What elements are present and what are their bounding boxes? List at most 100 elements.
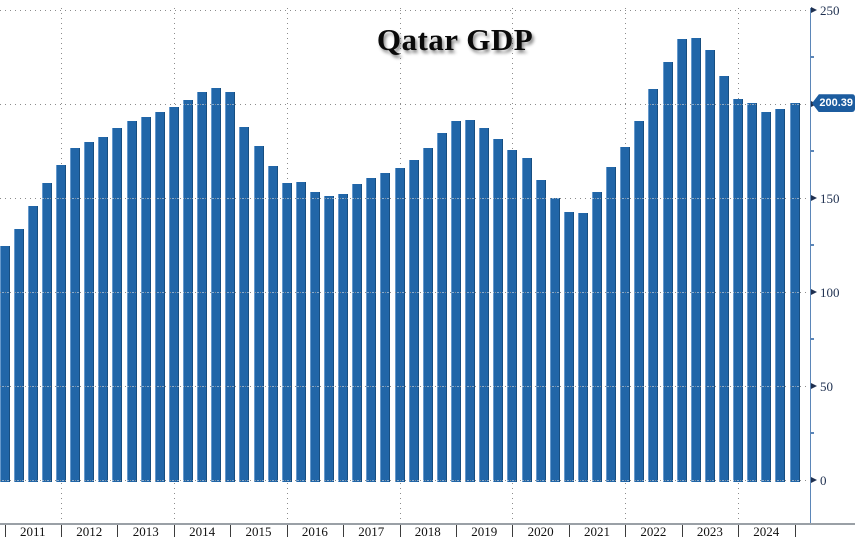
bar bbox=[239, 126, 250, 482]
bar bbox=[126, 120, 137, 482]
bar bbox=[380, 173, 391, 482]
year-tick bbox=[512, 525, 514, 537]
bar bbox=[620, 147, 631, 482]
bar bbox=[154, 111, 165, 482]
bar bbox=[112, 128, 123, 482]
bar bbox=[267, 166, 278, 482]
year-tick bbox=[4, 525, 6, 537]
bar bbox=[140, 117, 151, 482]
bar bbox=[521, 158, 532, 482]
bar bbox=[84, 142, 95, 482]
bar bbox=[366, 178, 377, 482]
year-tick bbox=[230, 525, 232, 537]
y-tick-label: 250 bbox=[820, 3, 840, 18]
year-tick bbox=[794, 525, 796, 537]
bar bbox=[70, 148, 81, 482]
bar bbox=[563, 212, 574, 482]
bar bbox=[451, 120, 461, 482]
bar bbox=[719, 76, 729, 482]
year-tick bbox=[343, 525, 345, 537]
h-gridline bbox=[0, 198, 810, 199]
year-tick bbox=[681, 525, 683, 537]
bar bbox=[13, 229, 24, 482]
bar bbox=[225, 92, 236, 482]
y-tick-label: 150 bbox=[820, 191, 840, 206]
bar bbox=[704, 50, 715, 482]
year-tick bbox=[286, 525, 288, 537]
last-value-badge: 200.39 bbox=[812, 94, 855, 113]
bar bbox=[690, 38, 701, 482]
year-tick bbox=[456, 525, 457, 537]
year-tick bbox=[568, 525, 570, 537]
y-tick-arrow-icon bbox=[811, 383, 817, 389]
bar bbox=[41, 182, 52, 482]
year-label: 2022 bbox=[640, 524, 667, 538]
bar bbox=[211, 87, 222, 482]
bar bbox=[761, 111, 772, 482]
bar bbox=[408, 160, 419, 482]
y-axis-line bbox=[810, 8, 811, 523]
bar bbox=[352, 184, 363, 482]
h-gridline bbox=[0, 386, 810, 387]
y-tick-label: 0 bbox=[820, 473, 827, 488]
y-tick-arrow-icon bbox=[811, 289, 817, 295]
year-label: 2020 bbox=[527, 524, 554, 538]
bar bbox=[98, 136, 109, 482]
h-gridline bbox=[0, 480, 810, 481]
year-label: 2018 bbox=[414, 524, 441, 538]
year-label: 2015 bbox=[245, 524, 272, 538]
bar bbox=[309, 191, 320, 482]
bar bbox=[493, 139, 504, 482]
bar bbox=[253, 145, 264, 482]
bar bbox=[168, 106, 179, 482]
year-label: 2012 bbox=[76, 524, 103, 538]
bar bbox=[295, 182, 306, 482]
bar bbox=[606, 167, 617, 482]
bar bbox=[338, 194, 349, 482]
y-minor-tick bbox=[810, 338, 814, 340]
bar bbox=[0, 245, 10, 482]
year-label: 2017 bbox=[358, 524, 385, 538]
year-tick bbox=[61, 525, 62, 537]
year-tick bbox=[117, 525, 119, 537]
y-tick-arrow-icon bbox=[811, 195, 817, 201]
year-tick bbox=[173, 525, 175, 537]
bar bbox=[507, 150, 518, 482]
year-label: 2023 bbox=[696, 524, 723, 538]
year-label: 2019 bbox=[471, 524, 498, 538]
bar bbox=[56, 164, 66, 482]
y-minor-tick bbox=[810, 244, 814, 246]
bar bbox=[281, 182, 292, 482]
bar bbox=[27, 205, 38, 482]
y-tick-arrow-icon bbox=[811, 7, 817, 13]
bar bbox=[648, 89, 659, 482]
y-tick-label: 50 bbox=[820, 379, 833, 394]
bar bbox=[733, 99, 744, 482]
year-label: 2013 bbox=[132, 524, 159, 538]
bar bbox=[479, 128, 490, 482]
bar bbox=[324, 195, 334, 482]
year-label: 2014 bbox=[189, 524, 216, 538]
bar bbox=[422, 147, 433, 482]
bar bbox=[577, 213, 588, 482]
bar bbox=[465, 120, 476, 482]
year-tick bbox=[399, 525, 401, 537]
year-label: 2021 bbox=[584, 524, 610, 538]
x-axis-line bbox=[0, 523, 855, 525]
bar bbox=[676, 39, 687, 482]
bar bbox=[634, 120, 645, 482]
h-gridline bbox=[0, 104, 810, 105]
bar bbox=[535, 180, 546, 482]
bar bbox=[436, 133, 447, 482]
y-minor-tick bbox=[810, 150, 814, 152]
year-tick bbox=[738, 525, 740, 537]
bar bbox=[775, 109, 786, 482]
bar bbox=[394, 167, 405, 482]
chart-title: Qatar GDP bbox=[376, 22, 534, 57]
bar bbox=[662, 61, 673, 482]
y-minor-tick bbox=[810, 432, 814, 434]
h-gridline bbox=[0, 10, 810, 11]
y-tick-label: 100 bbox=[820, 285, 840, 300]
